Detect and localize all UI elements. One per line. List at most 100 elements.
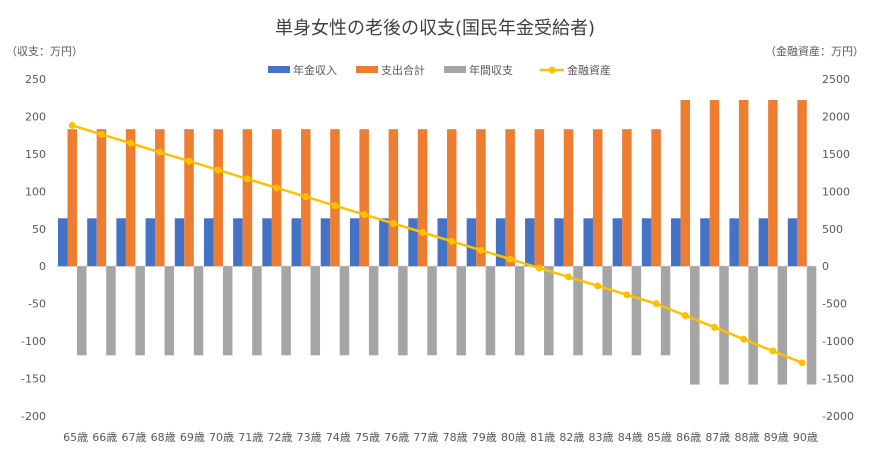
bar-支出合計 (709, 99, 720, 267)
right-tick-label: -1000 (822, 335, 854, 348)
bar-年金収入 (787, 218, 798, 267)
bar-年金収入 (495, 218, 506, 267)
bar-支出合計 (476, 129, 486, 267)
right-tick-label: 1500 (822, 148, 850, 161)
right-tick-label: 2000 (822, 110, 850, 123)
bar-年金収入 (641, 218, 652, 267)
bar-年間収支 (252, 266, 262, 356)
bar-年間収支 (427, 266, 437, 356)
bar-年間収支 (573, 266, 583, 356)
x-tick-label: 78歳 (443, 431, 468, 444)
bar-年間収支 (135, 266, 145, 356)
point-金融資産 (419, 228, 427, 236)
bar-年間収支 (77, 266, 87, 356)
x-tick-label: 82歳 (559, 431, 584, 444)
x-tick-label: 79歳 (472, 431, 497, 444)
bar-年間収支 (777, 266, 788, 385)
bar-年金収入 (408, 218, 418, 267)
bar-年金収入 (349, 218, 360, 267)
left-tick-label: -50 (28, 298, 46, 311)
point-金融資産 (97, 130, 105, 138)
point-金融資産 (302, 193, 310, 201)
bar-年間収支 (164, 266, 175, 356)
bar-年間収支 (660, 266, 671, 356)
right-tick-label: -1500 (822, 373, 854, 386)
bar-年間収支 (106, 266, 116, 356)
bar-年間収支 (514, 266, 525, 356)
bar-年間収支 (602, 266, 612, 356)
bar-年金収入 (145, 218, 156, 267)
x-tick-label: 68歳 (151, 431, 176, 444)
legend-swatch (548, 66, 556, 74)
bar-支出合計 (622, 129, 632, 267)
point-金融資産 (127, 139, 135, 147)
bar-年間収支 (222, 266, 233, 356)
right-axis-label: （金融資産：万円） (765, 44, 864, 58)
point-金融資産 (535, 264, 543, 272)
bar-年間収支 (748, 266, 758, 385)
left-tick-label: 200 (25, 110, 46, 123)
x-tick-label: 86歳 (676, 431, 701, 444)
point-金融資産 (477, 246, 485, 254)
x-tick-label: 75歳 (355, 431, 380, 444)
bar-年金収入 (437, 218, 447, 267)
point-金融資産 (185, 157, 193, 165)
bar-年金収入 (87, 218, 97, 267)
point-金融資産 (243, 175, 251, 183)
x-tick-label: 80歳 (501, 431, 526, 444)
point-金融資産 (214, 166, 222, 174)
x-tick-label: 89歳 (764, 431, 789, 444)
chart-title: 単身女性の老後の収支(国民年金受給者) (275, 18, 595, 39)
bar-支出合計 (155, 129, 165, 267)
x-tick-label: 72歳 (267, 431, 292, 444)
bar-年金収入 (116, 218, 126, 267)
bar-年金収入 (291, 218, 302, 267)
bar-年間収支 (398, 266, 408, 356)
point-金融資産 (68, 121, 76, 129)
bar-支出合計 (242, 129, 253, 267)
bar-支出合計 (592, 129, 603, 267)
point-金融資産 (506, 255, 514, 263)
bar-年間収支 (544, 266, 554, 356)
point-金融資産 (710, 323, 718, 331)
bar-年金収入 (58, 218, 68, 267)
bar-年金収入 (671, 218, 681, 267)
bar-支出合計 (96, 129, 107, 267)
legend: 年金収入 支出合計 年間収支 金融資産 (268, 63, 611, 77)
x-tick-label: 73歳 (297, 431, 322, 444)
x-tick-label: 77歳 (413, 431, 438, 444)
bar-年間収支 (368, 266, 379, 356)
legend-swatch (268, 66, 290, 73)
x-tick-label: 70歳 (209, 431, 234, 444)
right-tick-label: 500 (822, 223, 843, 236)
bar-年金収入 (583, 218, 593, 267)
bar-年金収入 (700, 218, 710, 267)
left-tick-label: 150 (25, 148, 46, 161)
left-tick-label: 50 (32, 223, 46, 236)
legend-label: 支出合計 (381, 63, 425, 77)
bar-支出合計 (680, 99, 691, 267)
right-tick-label: 1000 (822, 185, 850, 198)
legend-label: 年金収入 (293, 63, 337, 77)
bar-年間収支 (339, 266, 350, 356)
left-tick-label: 250 (25, 73, 46, 86)
bar-年金収入 (320, 218, 331, 267)
bar-支出合計 (447, 129, 457, 267)
x-tick-label: 88歳 (735, 431, 760, 444)
line-金融資産 (71, 124, 803, 364)
bar-支出合計 (505, 129, 515, 267)
point-金融資産 (769, 347, 777, 355)
bar-支出合計 (534, 129, 545, 267)
bar-年間収支 (193, 266, 204, 356)
bar-支出合計 (359, 129, 369, 267)
right-tick-label: 0 (822, 260, 829, 273)
x-tick-label: 81歳 (530, 431, 555, 444)
plot-area: 250200150100500-50-100-150-2002500200015… (21, 73, 854, 444)
bar-支出合計 (563, 129, 574, 267)
bar-年金収入 (379, 218, 389, 267)
x-tick-label: 76歳 (384, 431, 409, 444)
point-金融資産 (389, 219, 397, 227)
bar-年金収入 (729, 218, 739, 267)
x-tick-label: 83歳 (589, 431, 614, 444)
